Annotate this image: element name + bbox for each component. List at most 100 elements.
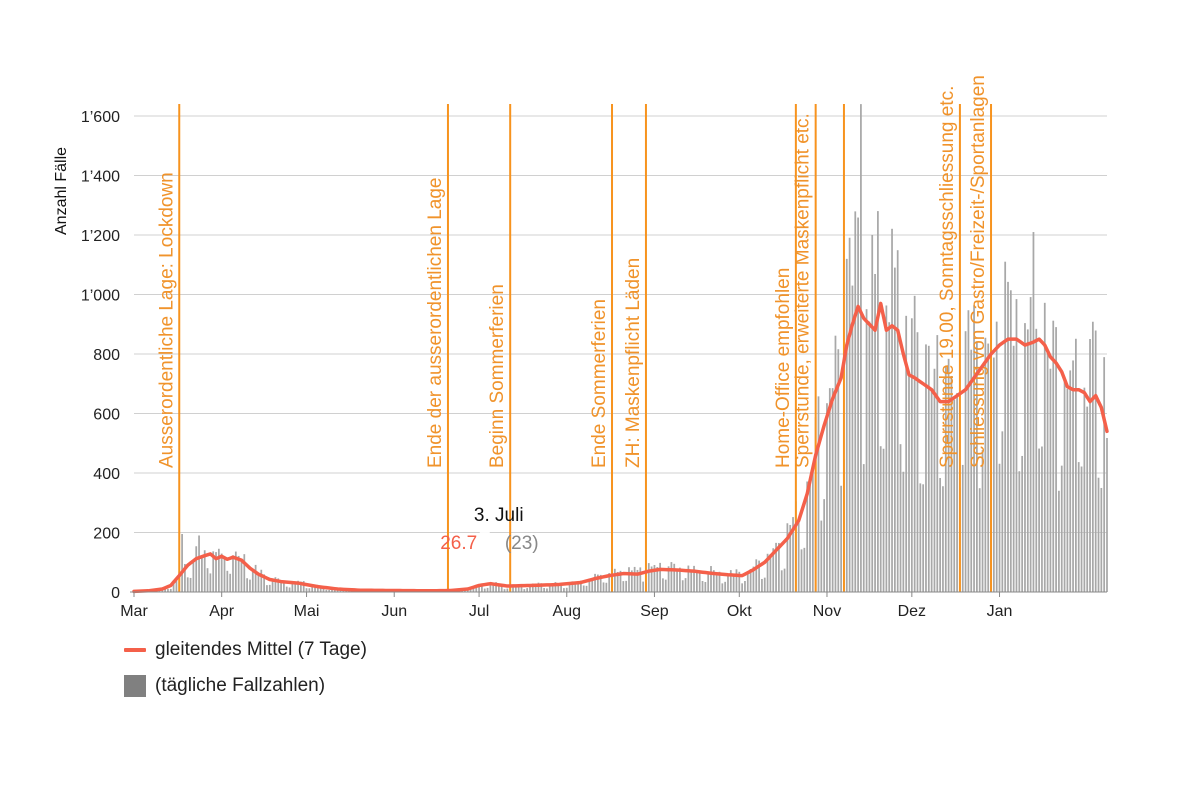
daily-bar bbox=[1009, 290, 1012, 592]
daily-bar bbox=[1015, 299, 1018, 592]
daily-bar bbox=[560, 584, 562, 592]
daily-bar bbox=[557, 584, 560, 592]
daily-bar bbox=[209, 573, 212, 592]
daily-bar bbox=[789, 524, 792, 592]
daily-bar bbox=[834, 335, 837, 592]
daily-bar bbox=[888, 322, 891, 592]
daily-bar bbox=[529, 584, 531, 592]
daily-bar bbox=[1043, 302, 1046, 592]
daily-bar bbox=[775, 542, 777, 592]
legend-item-daily-cases[interactable]: (tägliche Fallzahlen) bbox=[124, 668, 367, 704]
legend-item-moving-average[interactable]: gleitendes Mittel (7 Tage) bbox=[124, 632, 367, 668]
legend-line-swatch bbox=[124, 648, 146, 652]
daily-bar bbox=[1072, 360, 1074, 592]
daily-bar bbox=[710, 566, 712, 592]
daily-bar bbox=[492, 583, 495, 592]
daily-bar bbox=[732, 573, 735, 592]
daily-bar bbox=[198, 535, 200, 592]
legend-bar-swatch bbox=[124, 675, 146, 697]
daily-bar bbox=[851, 285, 854, 592]
daily-bar bbox=[718, 571, 721, 592]
daily-bar bbox=[506, 588, 509, 592]
daily-bar bbox=[860, 104, 862, 592]
daily-bar bbox=[667, 566, 670, 592]
daily-bar bbox=[944, 365, 947, 592]
daily-bar bbox=[466, 590, 469, 592]
daily-bar bbox=[707, 573, 710, 592]
daily-bar bbox=[483, 588, 486, 592]
daily-bar bbox=[840, 485, 842, 592]
daily-bar bbox=[778, 542, 780, 592]
daily-bar bbox=[240, 559, 243, 592]
daily-bar bbox=[653, 564, 656, 592]
y-tick-label: 1’200 bbox=[81, 228, 120, 245]
x-tick-label: Okt bbox=[727, 603, 752, 620]
daily-bar bbox=[184, 563, 186, 592]
daily-bar bbox=[249, 579, 251, 592]
daily-bar bbox=[172, 580, 175, 592]
daily-bar bbox=[1094, 330, 1097, 592]
daily-bar bbox=[780, 570, 783, 592]
daily-bar bbox=[749, 568, 752, 592]
daily-bar bbox=[571, 581, 574, 592]
daily-bar bbox=[192, 561, 195, 592]
daily-bar bbox=[690, 570, 693, 592]
daily-bar bbox=[588, 578, 591, 592]
daily-bar bbox=[489, 583, 492, 592]
daily-bar bbox=[1052, 320, 1055, 592]
daily-bar bbox=[1032, 232, 1035, 592]
daily-bar bbox=[831, 388, 834, 592]
x-tick-label: Mar bbox=[120, 603, 148, 620]
daily-bar bbox=[594, 573, 596, 592]
daily-bar bbox=[1069, 370, 1072, 592]
daily-bar bbox=[744, 581, 746, 592]
daily-bar bbox=[464, 590, 466, 592]
daily-bar bbox=[580, 580, 582, 592]
daily-bar bbox=[919, 483, 922, 592]
daily-bar bbox=[978, 488, 981, 592]
daily-bar bbox=[758, 560, 760, 592]
axes: 0 200 400 600 800 1’000 1’200 1’400 1’600 Anzahl … bbox=[53, 109, 1107, 620]
daily-bar bbox=[325, 589, 328, 592]
event-label: Sperrstunde, erweiterte Maskenpflicht et… bbox=[793, 113, 814, 468]
daily-bar bbox=[673, 563, 676, 592]
daily-bar bbox=[837, 349, 840, 592]
daily-bar bbox=[879, 446, 882, 592]
daily-bar bbox=[933, 368, 936, 592]
daily-bar bbox=[922, 484, 925, 592]
daily-bar bbox=[234, 551, 237, 592]
daily-bar bbox=[316, 584, 319, 592]
daily-bar bbox=[203, 550, 206, 592]
daily-bar bbox=[984, 337, 987, 592]
daily-bar bbox=[893, 267, 896, 592]
daily-bar bbox=[1100, 487, 1103, 592]
daily-bar bbox=[939, 478, 941, 592]
daily-bar bbox=[817, 396, 820, 592]
daily-bar bbox=[217, 548, 220, 592]
daily-bar bbox=[512, 585, 514, 592]
daily-bar bbox=[1018, 471, 1021, 592]
daily-bar bbox=[308, 588, 311, 592]
daily-bar bbox=[769, 554, 772, 592]
daily-bar bbox=[1029, 297, 1032, 592]
x-tick-label: Jun bbox=[381, 603, 407, 620]
daily-bar bbox=[987, 343, 990, 592]
daily-bar bbox=[746, 572, 749, 592]
daily-bar bbox=[874, 273, 876, 592]
daily-bar bbox=[715, 574, 718, 592]
daily-bar bbox=[905, 315, 908, 592]
daily-bar bbox=[1103, 357, 1106, 592]
daily-bar bbox=[206, 568, 209, 592]
daily-bar bbox=[857, 217, 859, 592]
daily-bar bbox=[619, 570, 622, 592]
event-label: Schliessung von Gastro/Freizeit-/Sportan… bbox=[968, 75, 989, 468]
daily-bar bbox=[181, 533, 183, 592]
daily-cases-bars bbox=[133, 104, 1108, 593]
daily-bar bbox=[970, 349, 973, 592]
daily-bar bbox=[662, 578, 664, 592]
daily-bar bbox=[868, 321, 871, 592]
daily-bar bbox=[763, 577, 766, 592]
daily-bar bbox=[1080, 466, 1083, 592]
daily-bar bbox=[826, 403, 828, 592]
daily-bar bbox=[628, 567, 630, 592]
